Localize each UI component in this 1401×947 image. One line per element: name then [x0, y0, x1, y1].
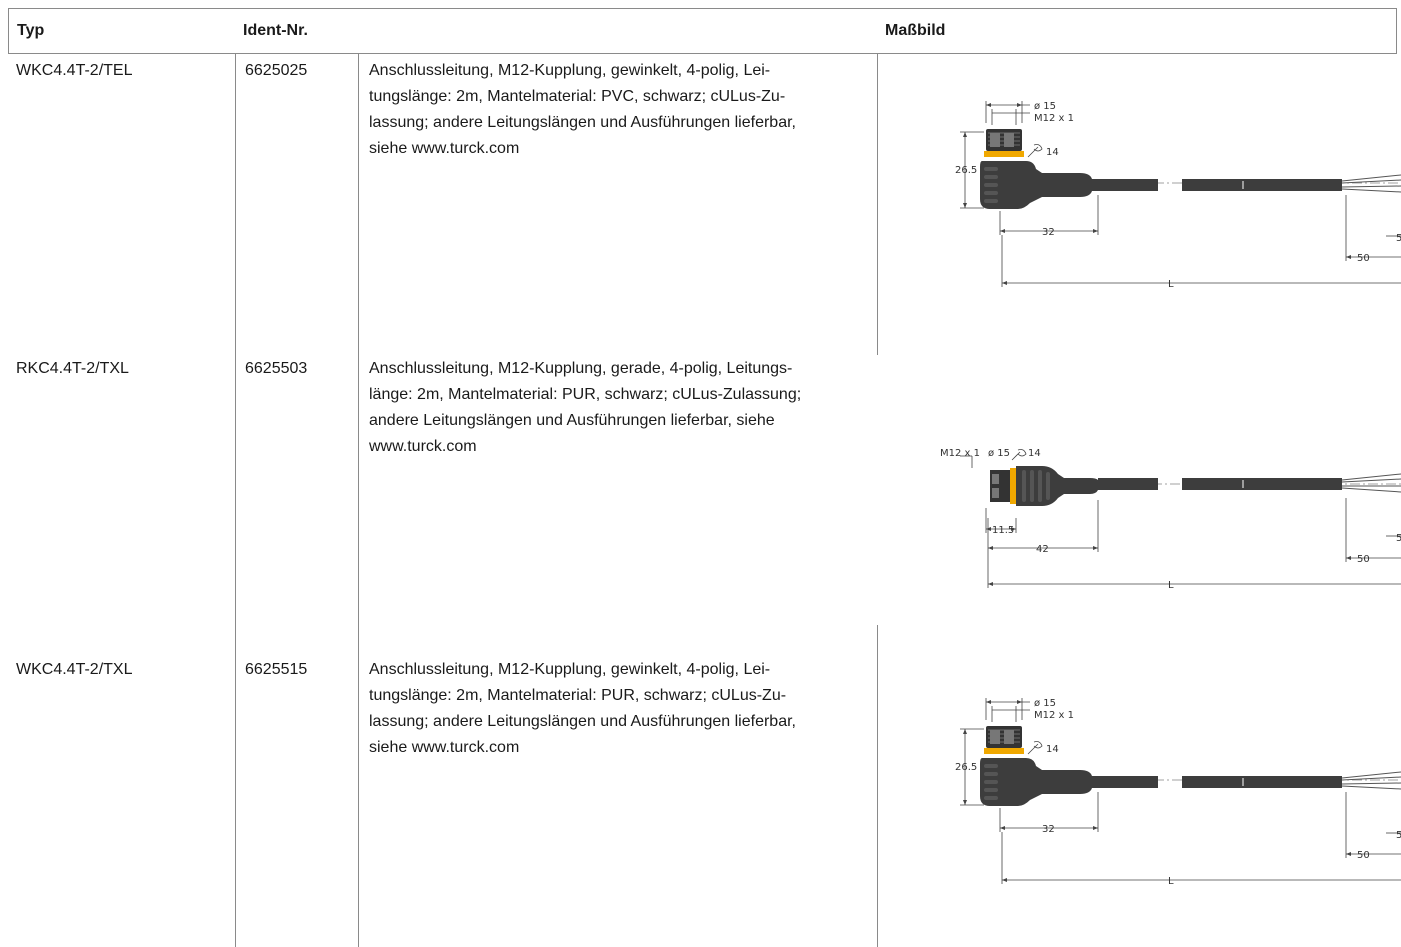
description-line: lassung; andere Leitungslängen und Ausfü… [369, 713, 796, 730]
column-divider [358, 54, 359, 947]
row-2-typ: RKC4.4T-2/TXL [16, 360, 129, 377]
diameter-label: ø 15 [1034, 698, 1056, 709]
row-2-description: Anschlussleitung, M12-Kupplung, gerade, … [369, 356, 889, 460]
total-length-label: L [1168, 279, 1174, 290]
description-line: siehe www.turck.com [369, 739, 520, 756]
wrench-icon [1027, 741, 1043, 755]
description-line: Anschlussleitung, M12-Kupplung, gewinkel… [369, 62, 771, 79]
length-label: 32 [1042, 824, 1055, 835]
column-divider [877, 54, 878, 355]
edge-label: 5 [1396, 830, 1401, 841]
edge-label: 5 [1396, 233, 1401, 244]
row-3-typ: WKC4.4T-2/TXL [16, 661, 133, 678]
total-length-label: L [1168, 580, 1174, 591]
header-massbild: Maßbild [877, 8, 1397, 54]
length-label: 32 [1042, 227, 1055, 238]
wrench-icon [1027, 144, 1043, 158]
wrench-size-label: 14 [1046, 744, 1059, 755]
header-ident: Ident-Nr. [235, 8, 359, 54]
row-3-description: Anschlussleitung, M12-Kupplung, gewinkel… [369, 657, 889, 761]
length-label: 42 [1036, 544, 1049, 555]
wrench-size-label: 14 [1046, 147, 1059, 158]
edge-label: 5 [1396, 533, 1401, 544]
thread-label: M12 x 1 [1034, 113, 1074, 124]
row-1-description: Anschlussleitung, M12-Kupplung, gewinkel… [369, 58, 889, 162]
wrench-icon [1011, 449, 1027, 461]
description-line: lassung; andere Leitungslängen und Ausfü… [369, 114, 796, 131]
thread-label: M12 x 1 [1034, 710, 1074, 721]
description-line: tungslänge: 2m, Mantelmaterial: PVC, sch… [369, 88, 786, 105]
wrench-size-label: 14 [1028, 448, 1041, 459]
description-line: länge: 2m, Mantelmaterial: PUR, schwarz;… [369, 386, 802, 403]
row-3-ident: 6625515 [245, 661, 308, 678]
strip-length-label: 50 [1357, 850, 1370, 861]
dimension-drawing-angled: ø 15 M12 x 1 14 26.5 32 50 5 L [930, 95, 1401, 295]
thread-label: M12 x 1 [940, 448, 980, 459]
dimension-drawing-straight: M12 x 1 ø 15 14 11.5 42 50 5 L [930, 438, 1401, 638]
strip-length-label: 50 [1357, 253, 1370, 264]
dimension-drawing-angled: ø 15 M12 x 1 14 26.5 32 50 5 L [930, 692, 1401, 892]
description-line: www.turck.com [369, 438, 477, 455]
height-label: 26.5 [955, 165, 977, 176]
description-line: Anschlussleitung, M12-Kupplung, gerade, … [369, 360, 793, 377]
height-label: 26.5 [955, 762, 977, 773]
total-length-label: L [1168, 876, 1174, 887]
length-b-label: 11.5 [992, 525, 1014, 536]
description-line: siehe www.turck.com [369, 140, 520, 157]
row-1-ident: 6625025 [245, 62, 308, 79]
column-divider [235, 54, 236, 947]
header-typ: Typ [8, 8, 236, 54]
row-1-typ: WKC4.4T-2/TEL [16, 62, 133, 79]
description-line: Anschlussleitung, M12-Kupplung, gewinkel… [369, 661, 771, 678]
diameter-label: ø 15 [1034, 101, 1056, 112]
strip-length-label: 50 [1357, 554, 1370, 565]
description-line: andere Leitungslängen und Ausführungen l… [369, 412, 775, 429]
diameter-label: ø 15 [988, 448, 1010, 459]
column-divider [877, 625, 878, 947]
description-line: tungslänge: 2m, Mantelmaterial: PUR, sch… [369, 687, 787, 704]
header-desc [358, 8, 878, 54]
row-2-ident: 6625503 [245, 360, 308, 377]
